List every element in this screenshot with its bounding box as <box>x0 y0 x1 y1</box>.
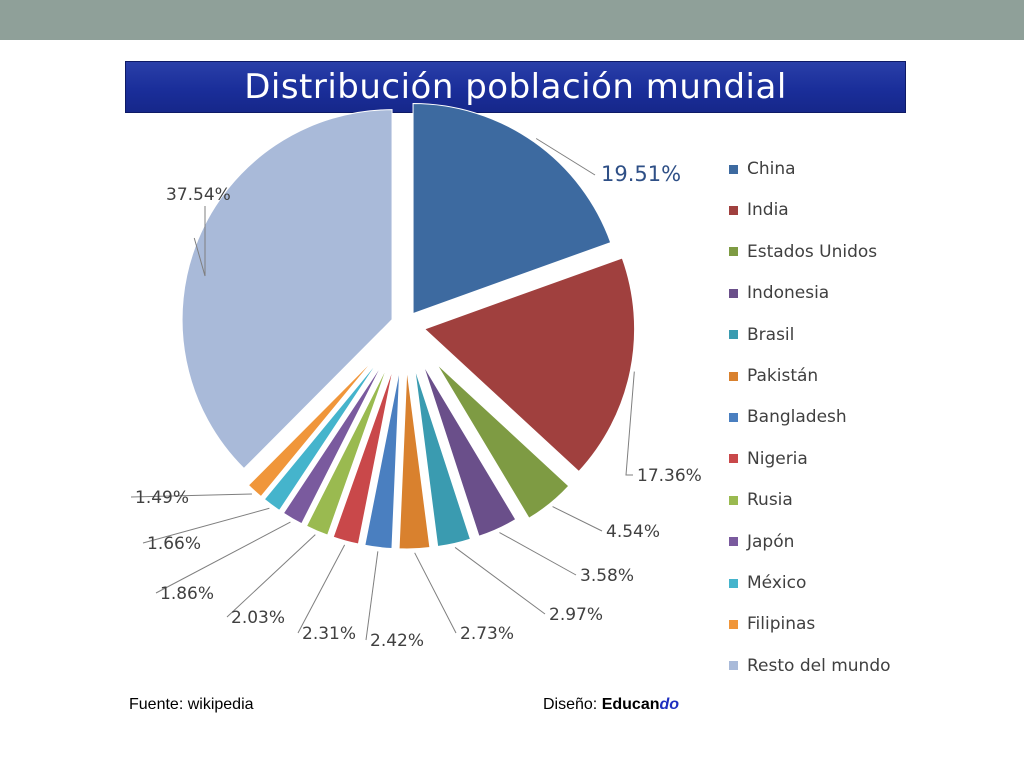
legend-label: Japón <box>747 531 795 552</box>
legend-item: Indonesia <box>729 282 829 304</box>
data-label: 3.58% <box>580 566 634 586</box>
legend-label: México <box>747 573 807 593</box>
title-banner: Distribución población mundial <box>125 61 906 113</box>
legend-item: Filipinas <box>729 613 815 635</box>
leader-line <box>454 547 546 615</box>
legend-label: Bangladesh <box>747 407 847 428</box>
legend-label: Filipinas <box>747 614 816 635</box>
leader-line <box>193 206 206 277</box>
pie-slice-filipinas <box>247 357 376 498</box>
pie-slice-resto-del-mundo <box>181 109 393 470</box>
pie-slice-m-xico <box>263 360 380 512</box>
legend-item: Pakistán <box>729 365 818 387</box>
legend-swatch <box>729 412 738 422</box>
leader-line <box>625 371 635 476</box>
legend-item: Japón <box>729 531 794 553</box>
legend-swatch <box>729 661 738 671</box>
pie-slice-jap-n <box>282 362 384 525</box>
legend-item: México <box>729 572 806 594</box>
chart-title: Distribución población mundial <box>244 67 787 107</box>
data-label: 1.49% <box>135 488 189 508</box>
pie-slice-indonesia <box>422 364 517 537</box>
legend-swatch <box>729 619 738 629</box>
pie-slice-rusia <box>305 365 389 536</box>
legend-item: China <box>729 158 796 180</box>
legend-item: Brasil <box>729 324 794 346</box>
leader-line <box>499 532 577 576</box>
data-label: 2.73% <box>460 624 514 644</box>
pie-slice-china <box>412 103 612 315</box>
leader-line <box>552 506 603 532</box>
legend-label: India <box>747 200 789 221</box>
legend-swatch <box>729 454 738 464</box>
brand-accent: do <box>659 696 680 713</box>
source-note: Fuente: wikipedia <box>129 696 254 713</box>
legend-label: Pakistán <box>747 366 819 386</box>
legend-swatch <box>729 495 738 505</box>
legend-label: Estados Unidos <box>747 241 878 262</box>
legend-item: India <box>729 199 789 221</box>
data-label: 1.86% <box>160 584 214 604</box>
data-label: 2.03% <box>231 608 285 628</box>
legend-swatch <box>729 537 738 547</box>
data-label: 19.51% <box>601 162 681 186</box>
legend-label: Brasil <box>747 324 795 345</box>
data-label: 37.54% <box>166 185 231 205</box>
leader-line <box>535 138 596 176</box>
pie-slice-bangladesh <box>364 368 401 550</box>
leader-line <box>226 534 316 618</box>
pie-slice-estados-unidos <box>436 363 570 519</box>
legend-swatch <box>729 288 738 298</box>
legend-item: Resto del mundo <box>729 655 891 677</box>
leader-line <box>414 552 457 634</box>
legend-swatch <box>729 247 738 257</box>
legend-label: Indonesia <box>747 283 830 304</box>
legend-item: Rusia <box>729 489 793 511</box>
legend-swatch <box>729 578 738 588</box>
legend-label: Rusia <box>747 490 793 511</box>
data-label: 4.54% <box>606 522 660 542</box>
legend-swatch <box>729 330 738 340</box>
legend-item: Estados Unidos <box>729 241 877 263</box>
leader-line <box>297 544 346 634</box>
leader-line <box>142 507 270 544</box>
top-bar <box>0 0 1024 40</box>
pie-slice-india <box>423 257 636 473</box>
leader-line <box>130 493 252 498</box>
data-label: 2.97% <box>549 605 603 625</box>
legend-label: China <box>747 159 796 179</box>
design-label: Diseño: <box>543 696 602 713</box>
data-label: 2.42% <box>370 631 424 651</box>
legend-label: Resto del mundo <box>747 655 891 676</box>
legend-swatch <box>729 371 738 381</box>
pie-slice-nigeria <box>332 367 394 545</box>
data-label: 2.31% <box>302 624 356 644</box>
design-credit: Diseño: Educando <box>543 696 679 714</box>
legend-item: Bangladesh <box>729 406 847 428</box>
leader-line <box>365 551 379 641</box>
leader-line <box>155 521 291 594</box>
brand-main: Educan <box>601 696 660 713</box>
legend-item: Nigeria <box>729 448 808 470</box>
pie-slice-brasil <box>414 367 472 548</box>
pie-slice-pakist-n <box>398 368 431 550</box>
data-label: 1.66% <box>147 534 201 554</box>
data-label: 17.36% <box>637 466 702 486</box>
legend-swatch <box>729 164 738 174</box>
legend-swatch <box>729 205 738 215</box>
legend-label: Nigeria <box>747 448 808 469</box>
